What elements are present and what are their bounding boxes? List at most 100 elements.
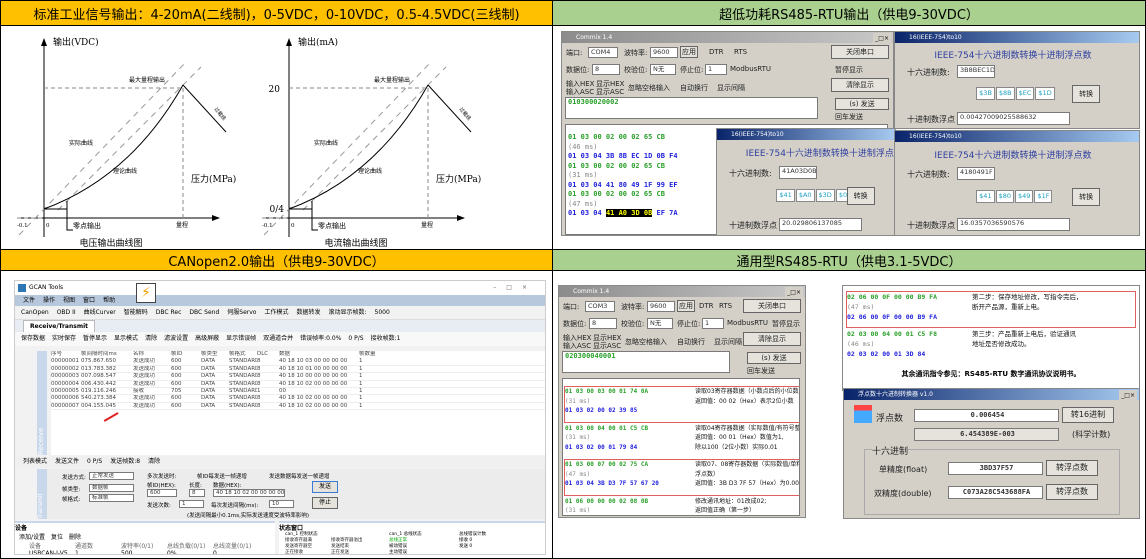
- float-input[interactable]: 0.006454: [914, 409, 1059, 422]
- hex-input[interactable]: 4180491F: [957, 167, 995, 181]
- baud-select[interactable]: 9600: [647, 301, 675, 312]
- to-float-button-double[interactable]: 转浮点数: [1046, 484, 1098, 500]
- toolbar-item[interactable]: 滤波设置: [164, 335, 189, 342]
- tab-receive-transmit[interactable]: Receive/Transmit: [23, 320, 96, 332]
- device-row[interactable]: USBCAN-I-V5 1 500 0% 0: [15, 550, 275, 554]
- toolbar-item[interactable]: 发送帧数:8: [110, 458, 141, 465]
- toolbar-item[interactable]: 曲线Curver: [83, 309, 116, 316]
- toolbar-item[interactable]: 双通道合并: [263, 335, 294, 342]
- stop-bits-select[interactable]: 1: [702, 318, 724, 329]
- scientific-output[interactable]: 6.454389E-003: [914, 428, 1059, 441]
- send-mode-select[interactable]: 正常发送: [89, 472, 134, 480]
- table-row[interactable]: 00000007 004.155.045 发送成功 600 DATA STANDARD 8 4…: [51, 402, 545, 411]
- toolbar-item[interactable]: OBD II: [56, 309, 76, 316]
- receive-side-tab[interactable]: Receive: [37, 351, 47, 455]
- send-button[interactable]: (s) 发送: [747, 352, 801, 364]
- window-controls[interactable]: _□×: [785, 287, 803, 298]
- clear-display-button[interactable]: 清除显示: [831, 78, 889, 92]
- apply-button[interactable]: 应用: [680, 46, 698, 58]
- menu-item[interactable]: 操作: [43, 297, 56, 304]
- send-button[interactable]: (s) 发送: [835, 98, 889, 110]
- send-input[interactable]: 010300020002: [565, 97, 818, 119]
- frame-type-select[interactable]: 数据帧: [89, 484, 134, 492]
- port-select[interactable]: COM4: [588, 47, 618, 58]
- convert-button[interactable]: 转换: [846, 187, 875, 206]
- delete-button[interactable]: 删除: [69, 534, 82, 541]
- table-row[interactable]: 00000002 013.783.382 发送成功 600 DATA STANDARD 8 4…: [51, 366, 545, 374]
- transmit-side-tab[interactable]: Transmit: [37, 469, 47, 519]
- port-select[interactable]: COM3: [585, 301, 615, 312]
- toolbar-item[interactable]: 暂停显示: [83, 335, 108, 342]
- toolbar-item[interactable]: 伺服Servo: [227, 309, 257, 316]
- toolbar-item[interactable]: 保存数据: [21, 335, 46, 342]
- stop-bits-select[interactable]: 1: [705, 64, 727, 75]
- toolbar-item[interactable]: 实时保存: [52, 335, 77, 342]
- window-controls[interactable]: –□×: [493, 284, 537, 291]
- table-row[interactable]: 00000005 019.116.246 接收 705 DATA STANDARD 1 00 1: [51, 388, 545, 396]
- data-bits-select[interactable]: 8: [592, 64, 620, 75]
- toolbar-item[interactable]: DBC Rec: [155, 309, 182, 316]
- frame-id-input[interactable]: 600: [147, 489, 177, 497]
- table-row[interactable]: 00000004 006.430.442 发送成功 600 DATA STANDARD 8 4…: [51, 381, 545, 388]
- table-row[interactable]: 00000006 540.273.384 发送成功 600 DATA STANDARD 8 4…: [51, 395, 545, 403]
- toolbar-item[interactable]: 数据转发: [296, 309, 321, 316]
- baud-select[interactable]: 9600: [650, 47, 678, 58]
- toolbar-item[interactable]: 滚动显示帧数:: [328, 309, 367, 316]
- table-row[interactable]: 00000003 007.098.547 发送成功 600 DATA STANDARD 8 4…: [51, 373, 545, 381]
- clear-display-button[interactable]: 清除显示: [743, 332, 801, 346]
- pause-display-button: 暂停显示: [772, 320, 800, 328]
- apply-button[interactable]: 应用: [677, 300, 695, 312]
- toolbar-item[interactable]: 清除: [148, 458, 161, 465]
- close-port-button[interactable]: 关闭串口: [743, 299, 801, 313]
- toolbar-item[interactable]: CanOpen: [21, 309, 49, 316]
- toolbar-item[interactable]: 工作模式: [264, 309, 289, 316]
- close-port-button[interactable]: 关闭串口: [831, 45, 889, 59]
- parity-select[interactable]: N无: [650, 64, 676, 75]
- hex-input[interactable]: 41A03D0B: [779, 165, 817, 179]
- zero-output-label: 零点输出: [73, 221, 101, 230]
- toolbar-item[interactable]: 错误帧率:0.0%: [300, 335, 342, 342]
- toolbar-item[interactable]: 接收帧数:1: [370, 335, 401, 342]
- toolbar-item[interactable]: 显示错误帧: [226, 335, 257, 342]
- double-precision-input[interactable]: C073A28C543688FA: [948, 486, 1043, 499]
- table-row[interactable]: 00000001 075.867.650 发送成功 600 DATA STANDARD 8 4…: [51, 358, 545, 366]
- menu-item[interactable]: 窗口: [83, 297, 96, 304]
- window-controls[interactable]: _□×: [1119, 390, 1137, 401]
- toolbar-item[interactable]: 列表模式: [23, 458, 48, 465]
- stop-button[interactable]: 停止: [312, 497, 338, 509]
- toolbar-item[interactable]: 5000: [374, 309, 390, 316]
- convert-button[interactable]: 转换: [1072, 84, 1101, 103]
- toolbar-item[interactable]: 0 P/S: [348, 335, 364, 342]
- add-device-button[interactable]: 添加/设置: [19, 534, 46, 541]
- data-bits-select[interactable]: 8: [589, 318, 617, 329]
- hex-input[interactable]: 3B8BEC1D: [957, 65, 995, 79]
- to-hex-button[interactable]: 转16进制: [1062, 407, 1114, 423]
- reset-button[interactable]: 复位: [51, 534, 64, 541]
- toolbar-item[interactable]: 显示模式: [114, 335, 139, 342]
- menu-item[interactable]: 帮助: [103, 297, 116, 304]
- parity-select[interactable]: N无: [647, 318, 673, 329]
- convert-button[interactable]: 转换: [1072, 188, 1101, 207]
- toolbar-item[interactable]: 发送文件: [55, 458, 80, 465]
- length-select[interactable]: 8: [189, 489, 205, 497]
- window-controls[interactable]: _□×: [873, 33, 891, 44]
- to-float-button-single[interactable]: 转浮点数: [1046, 460, 1098, 476]
- toolbar-item[interactable]: 智能解码: [123, 309, 148, 316]
- send-input[interactable]: 020300040001: [562, 351, 730, 373]
- data-input[interactable]: 40 18 10 02 00 00 00 00: [213, 489, 285, 497]
- toolbar-item[interactable]: DBC Send: [189, 309, 220, 316]
- toolbar-item[interactable]: 高级屏蔽: [195, 335, 220, 342]
- single-precision-input[interactable]: 3BD37F57: [948, 462, 1043, 475]
- send-count-input[interactable]: 1: [179, 500, 204, 508]
- frame-format-select[interactable]: 标准帧: [89, 494, 134, 502]
- interval-input[interactable]: 10: [269, 500, 294, 508]
- log-line: 02 06 00 0F 00 00 B9 FA: [847, 313, 938, 321]
- toolbar-item[interactable]: 清除: [145, 335, 158, 342]
- table-cell: 1: [359, 402, 363, 409]
- toolbar-item[interactable]: 0 P/S: [87, 458, 103, 465]
- panel-analog: [0, 25, 553, 250]
- menu-item[interactable]: 文件: [23, 297, 36, 304]
- send-button[interactable]: 发送: [312, 481, 338, 493]
- menu-item[interactable]: 视图: [63, 297, 76, 304]
